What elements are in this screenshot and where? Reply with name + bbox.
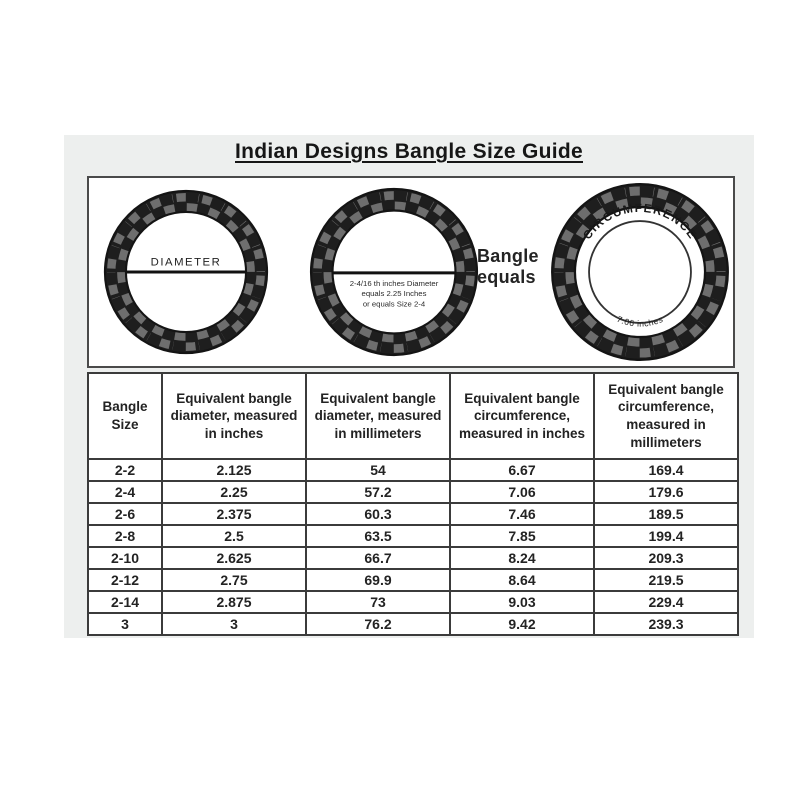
table-cell: 2-6 bbox=[87, 502, 163, 526]
circumference-value: 7.06 inches bbox=[615, 314, 664, 329]
table-cell: 199.4 bbox=[593, 524, 739, 548]
table-cell: 2.125 bbox=[161, 458, 307, 482]
column-header-diameter-inches: Equivalent bangle diameter, measured in … bbox=[161, 372, 307, 460]
table-cell: 2.625 bbox=[161, 546, 307, 570]
column-header-circumference-mm: Equivalent bangle circumference, measure… bbox=[593, 372, 739, 460]
svg-text:7.06 inches: 7.06 inches bbox=[615, 314, 664, 329]
column-header-diameter-mm: Equivalent bangle diameter, measured in … bbox=[305, 372, 451, 460]
table-cell: 239.3 bbox=[593, 612, 739, 636]
table-row: 3 3 76.2 9.42 239.3 bbox=[87, 612, 739, 636]
bangle-size-example-figure: 2-4/16 th inches Diameter equals 2.25 In… bbox=[308, 186, 480, 358]
page-title: Indian Designs Bangle Size Guide bbox=[235, 140, 583, 163]
size-note-line2: equals 2.25 Inches bbox=[362, 289, 427, 298]
table-row: 2-6 2.375 60.3 7.46 189.5 bbox=[87, 502, 739, 526]
table-cell: 63.5 bbox=[305, 524, 451, 548]
table-cell: 2-8 bbox=[87, 524, 163, 548]
table-cell: 69.9 bbox=[305, 568, 451, 592]
bangle-diagram-box: DIAMETER 2-4/16 th inches Diameter equal… bbox=[87, 176, 735, 368]
size-note-line1: 2-4/16 th inches Diameter bbox=[350, 279, 439, 288]
bangle-circumference-figure: CIRCUMFERENCE 7.06 inches bbox=[549, 181, 731, 363]
bangle-diameter-figure: DIAMETER bbox=[102, 188, 270, 356]
table-cell: 2-10 bbox=[87, 546, 163, 570]
table-row: 2-10 2.625 66.7 8.24 209.3 bbox=[87, 546, 739, 570]
table-cell: 73 bbox=[305, 590, 451, 614]
table-header-row: Bangle Size Equivalent bangle diameter, … bbox=[87, 372, 739, 460]
bangle-equals-line1: Bangle bbox=[477, 246, 539, 266]
table-cell: 2.25 bbox=[161, 480, 307, 504]
table-cell: 76.2 bbox=[305, 612, 451, 636]
table-row: 2-14 2.875 73 9.03 229.4 bbox=[87, 590, 739, 614]
column-header-circumference-inches: Equivalent bangle circumference, measure… bbox=[449, 372, 595, 460]
table-row: 2-2 2.125 54 6.67 169.4 bbox=[87, 458, 739, 482]
diameter-label: DIAMETER bbox=[151, 256, 222, 268]
table-cell: 3 bbox=[161, 612, 307, 636]
table-cell: 209.3 bbox=[593, 546, 739, 570]
table-cell: 219.5 bbox=[593, 568, 739, 592]
size-guide-panel: Indian Designs Bangle Size Guide DI bbox=[64, 135, 754, 638]
table-cell: 66.7 bbox=[305, 546, 451, 570]
table-cell: 8.24 bbox=[449, 546, 595, 570]
column-header-bangle-size: Bangle Size bbox=[87, 372, 163, 460]
table-cell: 8.64 bbox=[449, 568, 595, 592]
size-note-line3: or equals Size 2-4 bbox=[363, 299, 426, 308]
bangle-equals-line2: equals bbox=[477, 266, 536, 287]
bangle-equals-label: Bangle equals bbox=[477, 246, 539, 287]
table-cell: 2-2 bbox=[87, 458, 163, 482]
size-table: Bangle Size Equivalent bangle diameter, … bbox=[87, 372, 739, 636]
table-cell: 2.5 bbox=[161, 524, 307, 548]
table-cell: 54 bbox=[305, 458, 451, 482]
table-row: 2-12 2.75 69.9 8.64 219.5 bbox=[87, 568, 739, 592]
table-cell: 2-4 bbox=[87, 480, 163, 504]
table-cell: 229.4 bbox=[593, 590, 739, 614]
circumference-inner-circle bbox=[588, 220, 692, 324]
table-cell: 7.46 bbox=[449, 502, 595, 526]
table-cell: 9.42 bbox=[449, 612, 595, 636]
table-cell: 2-14 bbox=[87, 590, 163, 614]
table-cell: 7.85 bbox=[449, 524, 595, 548]
table-cell: 7.06 bbox=[449, 480, 595, 504]
table-row: 2-4 2.25 57.2 7.06 179.6 bbox=[87, 480, 739, 504]
table-row: 2-8 2.5 63.5 7.85 199.4 bbox=[87, 524, 739, 548]
table-cell: 60.3 bbox=[305, 502, 451, 526]
table-cell: 6.67 bbox=[449, 458, 595, 482]
table-cell: 2.75 bbox=[161, 568, 307, 592]
table-cell: 9.03 bbox=[449, 590, 595, 614]
table-cell: 2.375 bbox=[161, 502, 307, 526]
table-cell: 57.2 bbox=[305, 480, 451, 504]
table-cell: 179.6 bbox=[593, 480, 739, 504]
table-cell: 189.5 bbox=[593, 502, 739, 526]
table-cell: 169.4 bbox=[593, 458, 739, 482]
table-cell: 3 bbox=[87, 612, 163, 636]
table-cell: 2.875 bbox=[161, 590, 307, 614]
table-cell: 2-12 bbox=[87, 568, 163, 592]
